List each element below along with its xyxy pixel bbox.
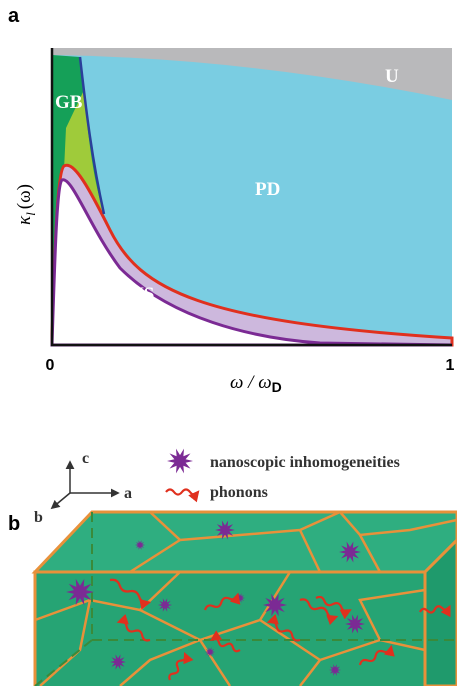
x-sym: ω <box>258 372 271 393</box>
top-face <box>35 512 457 572</box>
legend-text: phonons <box>210 484 268 501</box>
x-sep: / <box>247 372 255 393</box>
panel-label: a <box>8 5 20 27</box>
inhomogeneity <box>167 449 193 474</box>
y-sub: l <box>23 212 38 216</box>
panel-label: b <box>8 513 20 535</box>
x-sym: ω <box>230 372 243 393</box>
x-axis-label: ω / ωD <box>230 372 282 395</box>
y-arg: (ω) <box>14 184 35 209</box>
y-axis-label: κl(ω) <box>14 184 38 225</box>
axis-label: a <box>124 485 132 502</box>
region-label: GB <box>55 92 83 113</box>
region-label: NS <box>130 284 154 305</box>
region-label: U <box>385 66 399 87</box>
region-label: PD <box>255 179 280 200</box>
panel-a: a U GB PD NS 0 1 ω / ωD κl(ω) <box>8 5 455 395</box>
axis-label: c <box>82 450 89 467</box>
figure: a U GB PD NS 0 1 ω / ωD κl(ω) b c a b na… <box>0 0 457 686</box>
x-sub: D <box>272 379 282 395</box>
tick-label: 1 <box>446 357 455 374</box>
axis-arrow <box>52 493 70 508</box>
tick-label: 0 <box>46 357 55 374</box>
legend-text: nanoscopic inhomogeneities <box>210 454 400 471</box>
phonon <box>166 490 198 495</box>
axis-label: b <box>34 509 43 526</box>
